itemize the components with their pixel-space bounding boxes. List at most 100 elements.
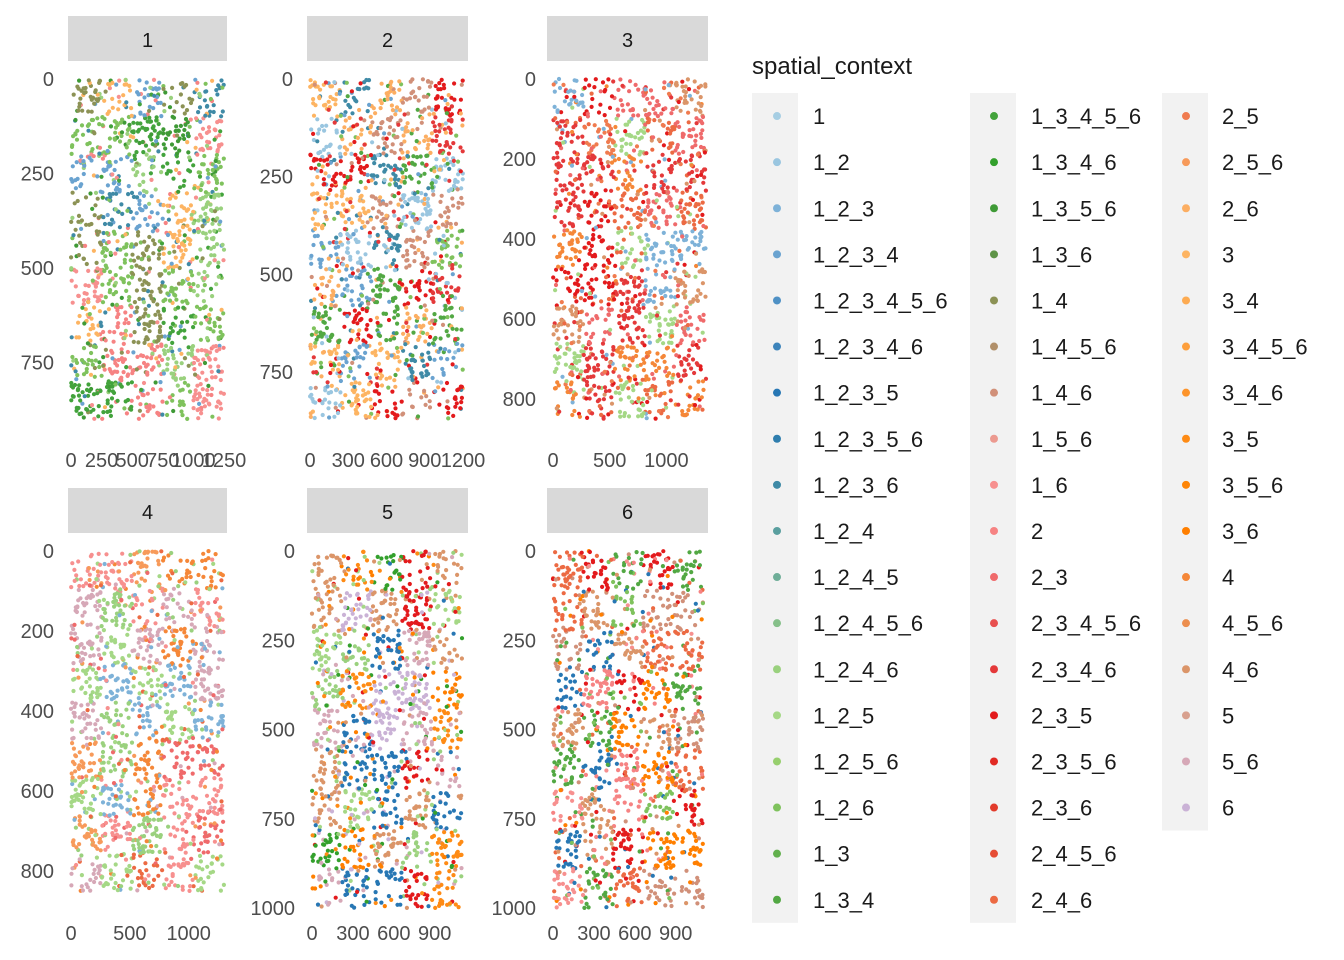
data-point bbox=[374, 284, 379, 289]
data-point bbox=[673, 276, 678, 281]
data-point bbox=[109, 381, 114, 386]
data-point bbox=[179, 248, 184, 253]
data-point bbox=[608, 206, 614, 211]
data-point bbox=[386, 90, 391, 95]
data-point bbox=[366, 86, 371, 91]
data-point bbox=[681, 132, 686, 137]
data-point bbox=[71, 688, 76, 694]
data-point bbox=[186, 150, 191, 155]
data-point bbox=[618, 354, 623, 359]
data-point bbox=[651, 163, 656, 168]
data-point bbox=[561, 82, 566, 87]
data-point bbox=[573, 255, 578, 260]
data-point bbox=[449, 294, 454, 299]
data-point bbox=[703, 294, 708, 299]
data-point bbox=[93, 358, 98, 363]
data-point bbox=[386, 385, 391, 390]
facet-strip bbox=[307, 16, 468, 61]
data-point bbox=[675, 319, 680, 324]
data-point bbox=[125, 208, 130, 213]
data-point bbox=[69, 144, 75, 149]
data-point bbox=[596, 385, 602, 390]
data-point bbox=[345, 246, 350, 251]
data-point bbox=[334, 171, 339, 176]
data-point bbox=[145, 222, 150, 227]
data-point bbox=[190, 257, 195, 262]
data-point bbox=[198, 337, 203, 342]
data-point bbox=[599, 239, 604, 244]
data-point bbox=[320, 341, 325, 346]
data-point bbox=[430, 188, 436, 193]
data-point bbox=[92, 416, 97, 421]
data-point bbox=[208, 207, 214, 213]
data-point bbox=[619, 308, 624, 313]
data-point bbox=[142, 326, 147, 332]
data-point bbox=[202, 283, 207, 288]
data-point bbox=[595, 316, 600, 321]
data-point bbox=[600, 341, 606, 346]
data-point bbox=[450, 272, 455, 277]
data-point bbox=[412, 358, 418, 364]
data-point bbox=[604, 352, 609, 357]
data-point bbox=[202, 153, 207, 159]
data-point bbox=[311, 326, 316, 331]
data-point bbox=[188, 287, 193, 293]
data-point bbox=[309, 361, 314, 366]
data-point bbox=[96, 215, 101, 220]
data-point bbox=[95, 116, 100, 121]
data-point bbox=[571, 198, 576, 203]
data-point bbox=[193, 145, 198, 150]
data-point bbox=[82, 163, 87, 168]
data-point bbox=[592, 123, 597, 128]
data-point bbox=[146, 313, 151, 318]
data-point bbox=[74, 377, 79, 382]
data-point bbox=[130, 252, 135, 257]
data-point bbox=[216, 143, 221, 148]
data-point bbox=[415, 235, 420, 240]
data-point bbox=[424, 369, 429, 374]
data-point bbox=[384, 376, 389, 381]
data-point bbox=[455, 159, 461, 164]
data-point bbox=[564, 187, 569, 192]
data-point bbox=[577, 414, 583, 419]
data-point bbox=[396, 217, 401, 222]
data-point bbox=[437, 402, 442, 407]
data-point bbox=[317, 95, 322, 100]
data-point bbox=[619, 261, 625, 266]
data-point bbox=[165, 161, 170, 166]
data-point bbox=[361, 342, 366, 347]
data-point bbox=[109, 396, 115, 401]
data-point bbox=[674, 322, 679, 327]
data-point bbox=[625, 170, 630, 175]
data-point bbox=[215, 147, 220, 153]
data-point bbox=[130, 368, 135, 373]
data-point bbox=[362, 118, 367, 123]
data-point bbox=[121, 622, 126, 627]
data-point bbox=[182, 328, 187, 333]
data-point bbox=[400, 170, 405, 175]
data-point bbox=[666, 322, 671, 327]
data-point bbox=[312, 226, 318, 231]
data-point bbox=[340, 242, 345, 247]
data-point bbox=[662, 391, 667, 396]
data-point bbox=[105, 353, 110, 358]
data-point bbox=[638, 239, 644, 244]
data-point bbox=[655, 114, 661, 119]
data-point bbox=[79, 218, 84, 223]
data-point bbox=[438, 254, 444, 259]
data-point bbox=[395, 233, 400, 238]
data-point bbox=[609, 395, 614, 400]
data-point bbox=[625, 344, 630, 349]
data-point bbox=[661, 341, 666, 346]
data-point bbox=[557, 242, 563, 247]
data-point bbox=[208, 364, 213, 369]
data-point bbox=[581, 104, 586, 109]
data-point bbox=[601, 269, 606, 274]
data-point bbox=[72, 382, 78, 388]
data-point bbox=[90, 147, 95, 152]
data-point bbox=[642, 130, 647, 135]
data-point bbox=[569, 308, 574, 314]
data-point bbox=[420, 250, 425, 256]
data-point bbox=[449, 117, 454, 123]
data-point bbox=[336, 367, 341, 372]
